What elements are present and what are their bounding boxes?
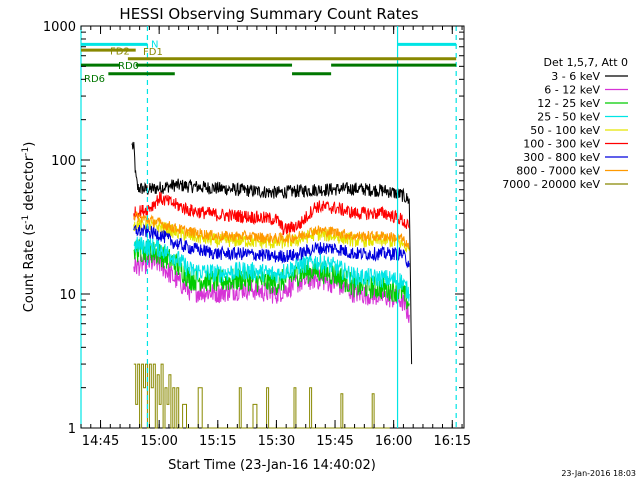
vertical-lines-layer bbox=[80, 26, 457, 428]
footer-timestamp: 23-Jan-2016 18:03 bbox=[561, 469, 636, 478]
y-tick-label-0: 1 bbox=[68, 422, 76, 437]
x-tick-label-1: 15:00 bbox=[140, 434, 177, 449]
y-axis-label-sup1: -1 bbox=[21, 215, 31, 224]
y-axis-label-sup2: -1 bbox=[21, 147, 31, 156]
legend-item-label-0: 3 - 6 keV bbox=[551, 70, 600, 83]
x-tick-label-6: 16:15 bbox=[434, 434, 471, 449]
y-tick-label-2: 100 bbox=[51, 154, 76, 169]
series-line-0 bbox=[131, 141, 413, 365]
bar-label-fd1: FD1 bbox=[143, 47, 163, 58]
bar-label-n: N bbox=[151, 39, 158, 50]
x-ticks-layer: 14:45 15:00 15:15 15:30 15:45 16:00 16:15 bbox=[80, 26, 471, 449]
x-tick-label-4: 15:45 bbox=[316, 434, 353, 449]
bar-label-rd0: RD0 bbox=[118, 61, 139, 72]
legend-item-label-7: 800 - 7000 keV bbox=[516, 165, 600, 178]
y-ticks-layer: 1 10 100 1000 bbox=[43, 20, 464, 437]
legend-item-label-5: 100 - 300 keV bbox=[523, 138, 600, 151]
series-line-6 bbox=[133, 223, 410, 269]
legend-item-label-2: 12 - 25 keV bbox=[537, 97, 600, 110]
legend-item-label-1: 6 - 12 keV bbox=[544, 84, 600, 97]
legend-item-label-3: 25 - 50 keV bbox=[537, 111, 600, 124]
series-line-1 bbox=[133, 252, 410, 323]
x-tick-label-0: 14:45 bbox=[82, 434, 119, 449]
series-line-3 bbox=[133, 236, 410, 302]
y-axis-label-mid: detector bbox=[22, 155, 37, 215]
series-layer bbox=[131, 141, 413, 429]
legend-item-label-8: 7000 - 20000 keV bbox=[502, 178, 600, 191]
chart-title: HESSI Observing Summary Count Rates bbox=[119, 5, 418, 23]
bar-label-rd6: RD6 bbox=[84, 74, 105, 85]
legend-item-label-6: 300 - 800 keV bbox=[523, 151, 600, 164]
series-line-7 bbox=[133, 210, 410, 249]
series-line-5 bbox=[133, 191, 410, 236]
y-tick-label-3: 1000 bbox=[43, 20, 76, 35]
y-axis-label: Count Rate (s-1 detector-1) bbox=[21, 142, 37, 313]
legend-item-label-4: 50 - 100 keV bbox=[530, 124, 600, 137]
y-axis-label-end: ) bbox=[22, 142, 37, 147]
series-line-8 bbox=[133, 363, 390, 429]
x-tick-label-5: 16:00 bbox=[375, 434, 412, 449]
x-tick-label-3: 15:30 bbox=[258, 434, 295, 449]
bar-label-fd2: FD2 bbox=[110, 47, 130, 58]
x-tick-label-2: 15:15 bbox=[199, 434, 236, 449]
legend-header: Det 1,5,7, Att 0 bbox=[544, 56, 628, 69]
y-axis-label-main: Count Rate (s bbox=[22, 224, 37, 313]
y-tick-label-1: 10 bbox=[59, 288, 76, 303]
x-axis-label: Start Time (23-Jan-16 14:40:02) bbox=[168, 458, 376, 473]
